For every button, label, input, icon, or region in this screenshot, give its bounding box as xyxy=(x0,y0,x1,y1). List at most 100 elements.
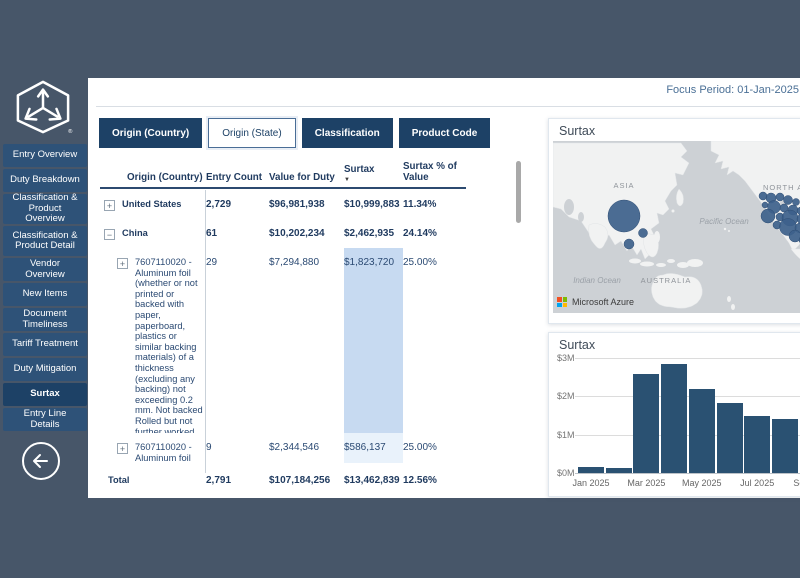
cell-value-for-duty: $107,184,256 xyxy=(269,475,331,487)
x-axis-label-may-2025: May 2025 xyxy=(682,478,722,488)
attribution-text: Microsoft Azure xyxy=(572,297,635,307)
tab-product-code[interactable]: Product Code xyxy=(398,118,491,148)
cell-entry-count: 2,729 xyxy=(206,199,232,210)
cell-entry-count: 9 xyxy=(206,442,212,453)
x-axis-label-sep-2025: Sep 2025 xyxy=(793,478,800,488)
map-label-pacific-ocean: Pacific Ocean xyxy=(699,217,749,226)
bar-jun-2025[interactable] xyxy=(716,403,743,473)
column-header-value-for-duty[interactable]: Value for Duty xyxy=(269,172,344,187)
x-axis-label-mar-2025: Mar 2025 xyxy=(627,478,666,488)
table-header: Origin (Country) Entry Count Value for Dut… xyxy=(100,158,466,189)
sidebar-item-tariff-treatment[interactable]: Tariff Treatment xyxy=(3,333,87,356)
surtax-bubble[interactable] xyxy=(783,195,793,205)
cell-surtax-pct: 24.14% xyxy=(403,228,437,239)
gridline-2m xyxy=(575,396,800,398)
back-arrow-icon xyxy=(33,454,48,468)
row-label: United States xyxy=(122,199,182,209)
surtax-bubble[interactable] xyxy=(788,229,800,243)
sidebar-item-vendor-overview[interactable]: Vendor Overview xyxy=(3,258,87,281)
cell-surtax-pct: 11.34% xyxy=(403,199,437,210)
y-axis-label-3m: $3M xyxy=(557,353,575,363)
focus-period-label: Focus Period: 01-Jan-2025 xyxy=(666,84,799,96)
cell-surtax: $1,823,720 xyxy=(344,248,403,433)
surtax-bubble[interactable] xyxy=(758,191,768,201)
row-label: 7607110020 - Aluminum foil (whether or n… xyxy=(135,257,203,433)
column-separator xyxy=(205,190,206,473)
surtax-bubble[interactable] xyxy=(760,208,776,224)
company-logo: ® xyxy=(12,79,74,135)
sidebar-item-duty-breakdown[interactable]: Duty Breakdown xyxy=(3,169,87,192)
table-row-united-states[interactable]: + United States 2,729 $96,981,938 $10,999,88… xyxy=(100,190,466,219)
surtax-bubble-china[interactable] xyxy=(607,199,641,233)
map-label-asia: ASIA xyxy=(613,181,634,190)
bar-aug-2025[interactable] xyxy=(771,418,798,473)
expand-icon[interactable]: + xyxy=(117,258,128,269)
sort-descending-icon: ▼ xyxy=(344,177,350,183)
surtax-bubble[interactable] xyxy=(792,198,800,206)
map-label-australia: AUSTRALIA xyxy=(641,276,692,285)
world-bubble-map[interactable]: ASIA NORTH AMERICA Pacific Ocean Indian Oce… xyxy=(553,141,800,313)
row-label: Total xyxy=(108,475,130,486)
sidebar-nav: Entry Overview Duty Breakdown Classificati… xyxy=(3,144,87,431)
surtax-bubble[interactable] xyxy=(775,192,785,202)
table-row-7607110020-aluminum[interactable]: +7607110020 - Aluminum foil 9 $2,344,546 $5… xyxy=(100,433,466,464)
svg-text:®: ® xyxy=(68,128,73,135)
sidebar-item-entry-overview[interactable]: Entry Overview xyxy=(3,144,87,167)
cell-value-for-duty: $96,981,938 xyxy=(269,199,325,210)
gridline-1m xyxy=(575,434,800,436)
bar-feb-2025[interactable] xyxy=(605,468,632,473)
y-axis-label-1m: $1M xyxy=(557,429,575,440)
bar-may-2025[interactable] xyxy=(688,389,715,473)
column-header-surtax-of-value[interactable]: Surtax % of Value xyxy=(403,161,466,187)
sidebar-item-classification-product-overview[interactable]: Classification & Product Overview xyxy=(3,193,87,224)
sidebar-item-entry-line-details[interactable]: Entry Line Details xyxy=(3,408,87,431)
surtax-bubble[interactable] xyxy=(623,238,635,250)
x-axis-label-jan-2025: Jan 2025 xyxy=(572,478,610,488)
expand-icon[interactable]: + xyxy=(117,443,128,454)
sidebar-item-document-timeliness[interactable]: Document Timeliness xyxy=(3,308,87,331)
x-axis-label-jul-2025: Jul 2025 xyxy=(740,478,775,488)
table-row-total[interactable]: Total 2,791 $107,184,256 $13,462,839 12.56% xyxy=(100,463,466,492)
map-label-indian-ocean: Indian Ocean xyxy=(573,276,621,285)
y-axis-label-0m: $0M xyxy=(557,468,575,478)
tab-origin-state[interactable]: Origin (State) xyxy=(208,118,296,148)
map-label-north-america: NORTH AMERICA xyxy=(763,183,800,192)
bar-jul-2025[interactable] xyxy=(744,415,771,473)
bar-apr-2025[interactable] xyxy=(661,363,688,473)
expand-icon[interactable]: + xyxy=(104,200,115,211)
table-body: + United States 2,729 $96,981,938 $10,999,88… xyxy=(100,190,466,492)
sidebar-item-duty-mitigation[interactable]: Duty Mitigation xyxy=(3,358,87,381)
cell-entry-count: 29 xyxy=(206,257,218,268)
surtax-bubble[interactable] xyxy=(796,206,800,216)
bar-mar-2025[interactable] xyxy=(633,374,660,473)
tab-classification[interactable]: Classification xyxy=(301,118,393,148)
surtax-bubble[interactable] xyxy=(796,214,800,224)
surtax-bubble[interactable] xyxy=(638,228,648,238)
sidebar-item-classification-product-detail[interactable]: Classification & Product Detail xyxy=(3,226,87,256)
view-tabs: Origin (Country) Origin (State) Classifica… xyxy=(99,118,491,148)
column-header-label: Surtax xyxy=(344,164,375,175)
microsoft-logo-icon xyxy=(557,297,567,307)
bar-jan-2025[interactable] xyxy=(578,467,604,473)
tab-origin-country[interactable]: Origin (Country) xyxy=(99,118,203,148)
cell-entry-count: 61 xyxy=(206,228,218,239)
collapse-icon[interactable]: − xyxy=(104,229,115,240)
sidebar-item-new-items[interactable]: New Items xyxy=(3,283,87,306)
column-header-label: Entry Count xyxy=(206,172,263,183)
column-header-entry-count[interactable]: Entry Count xyxy=(206,172,269,187)
surtax-bubble[interactable] xyxy=(761,201,769,209)
table-row-china[interactable]: − China 61 $10,202,234 $2,462,935 24.14% xyxy=(100,219,466,248)
cell-surtax: $13,462,839 xyxy=(344,475,400,487)
table-row-7607110020-aluminum[interactable]: +7607110020 - Aluminum foil (whether or … xyxy=(100,248,466,433)
vertical-scrollbar[interactable] xyxy=(516,161,521,223)
back-button[interactable] xyxy=(22,442,60,480)
cell-surtax-pct: 12.56% xyxy=(403,475,437,487)
cell-value-for-duty: $7,294,880 xyxy=(269,257,320,268)
column-header-surtax[interactable]: Surtax ▼ xyxy=(344,164,403,187)
surtax-bubble[interactable] xyxy=(779,203,789,213)
column-header-origin-country[interactable]: Origin (Country) xyxy=(100,172,206,187)
cell-entry-count: 2,791 xyxy=(206,475,232,487)
surtax-bar-chart-card: Surtax $0M $1M $2M $3M Jan 2025 Mar 2025 May 2… xyxy=(548,332,800,497)
sidebar-item-surtax[interactable]: Surtax xyxy=(3,383,87,406)
